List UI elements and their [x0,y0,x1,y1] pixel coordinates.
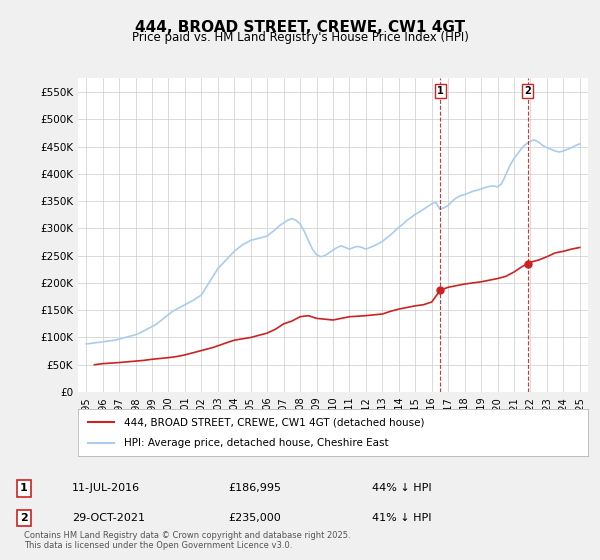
Text: 2: 2 [20,513,28,523]
Text: 11-JUL-2016: 11-JUL-2016 [72,483,140,493]
Text: 44% ↓ HPI: 44% ↓ HPI [372,483,431,493]
Text: 1: 1 [20,483,28,493]
Text: 1: 1 [437,86,444,96]
Text: 2: 2 [524,86,531,96]
Text: 444, BROAD STREET, CREWE, CW1 4GT (detached house): 444, BROAD STREET, CREWE, CW1 4GT (detac… [124,417,424,427]
Text: £235,000: £235,000 [228,513,281,523]
Text: 29-OCT-2021: 29-OCT-2021 [72,513,145,523]
Text: 444, BROAD STREET, CREWE, CW1 4GT: 444, BROAD STREET, CREWE, CW1 4GT [135,20,465,35]
Text: £186,995: £186,995 [228,483,281,493]
Text: 41% ↓ HPI: 41% ↓ HPI [372,513,431,523]
Text: Price paid vs. HM Land Registry's House Price Index (HPI): Price paid vs. HM Land Registry's House … [131,31,469,44]
Text: HPI: Average price, detached house, Cheshire East: HPI: Average price, detached house, Ches… [124,438,389,448]
Text: Contains HM Land Registry data © Crown copyright and database right 2025.
This d: Contains HM Land Registry data © Crown c… [24,530,350,550]
